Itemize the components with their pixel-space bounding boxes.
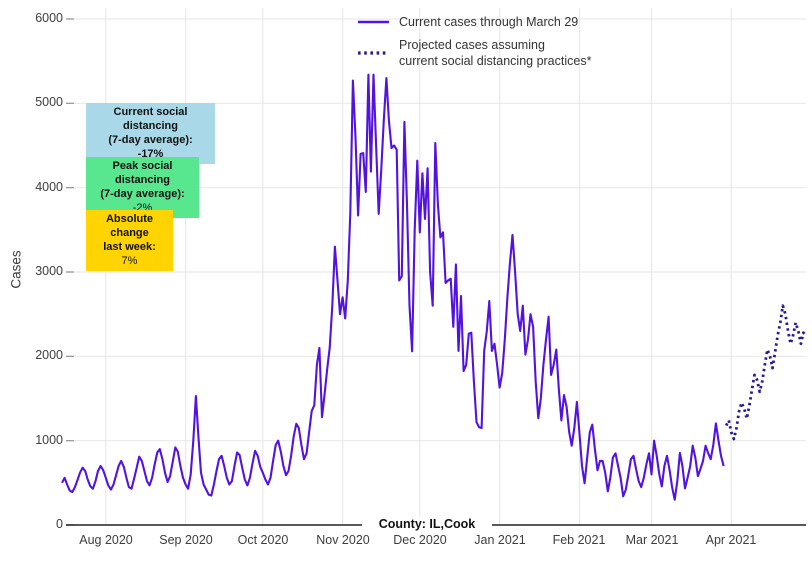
y-tick-label: 3000 bbox=[35, 264, 63, 278]
y-tick-label: 4000 bbox=[35, 180, 63, 194]
annotation-line: (7-day average): bbox=[100, 188, 185, 200]
legend-item-current[interactable]: Current cases through March 29 bbox=[357, 14, 591, 30]
x-tick-label: Sep 2020 bbox=[159, 533, 213, 547]
y-tick-label: 2000 bbox=[35, 348, 63, 362]
x-tick-label: Apr 2021 bbox=[705, 533, 757, 547]
annotation-current-social-distancing: Current social distancing (7-day average… bbox=[86, 103, 215, 164]
legend-label-current: Current cases through March 29 bbox=[399, 15, 579, 29]
y-tick-label: 1000 bbox=[35, 433, 63, 447]
annotation-line: Absolute change bbox=[105, 213, 154, 239]
dotted-line-icon bbox=[358, 51, 389, 55]
solid-line-icon bbox=[358, 20, 389, 24]
annotation-line: last week: bbox=[103, 241, 156, 253]
legend: Current cases through March 29 Projected… bbox=[357, 14, 591, 69]
y-tick-label: 0 bbox=[56, 517, 63, 531]
x-tick-label: Dec 2020 bbox=[393, 533, 447, 547]
series-current-line[interactable] bbox=[61, 73, 725, 501]
x-tick-label: Mar 2021 bbox=[625, 533, 679, 547]
legend-label-projected-line2: current social distancing practices* bbox=[399, 54, 592, 68]
legend-label-projected: Projected cases assuming current social … bbox=[399, 37, 591, 69]
annotation-value: 7% bbox=[121, 255, 138, 267]
annotation-line: (7-day average): bbox=[108, 134, 193, 146]
y-tick-label: 5000 bbox=[35, 95, 63, 109]
x-tick-label: Nov 2020 bbox=[316, 533, 370, 547]
legend-label-projected-line1: Projected cases assuming bbox=[399, 38, 545, 52]
annotation-line: Current social distancing bbox=[113, 106, 188, 132]
annotation-line: Peak social distancing bbox=[112, 160, 173, 186]
x-axis-title: County: IL,Cook bbox=[362, 517, 492, 531]
annotation-absolute-change: Absolute change last week: 7% bbox=[86, 210, 173, 271]
x-tick-label: Oct 2020 bbox=[237, 533, 289, 547]
legend-item-projected[interactable]: Projected cases assuming current social … bbox=[357, 37, 591, 69]
series-projected-line[interactable] bbox=[724, 304, 807, 441]
y-tick-label: 6000 bbox=[35, 11, 63, 25]
x-tick-label: Feb 2021 bbox=[552, 533, 606, 547]
x-tick-label: Aug 2020 bbox=[79, 533, 133, 547]
annotation-peak-social-distancing: Peak social distancing (7-day average): … bbox=[86, 157, 199, 218]
x-tick-label: Jan 2021 bbox=[474, 533, 526, 547]
y-axis-title: Cases bbox=[8, 250, 24, 289]
